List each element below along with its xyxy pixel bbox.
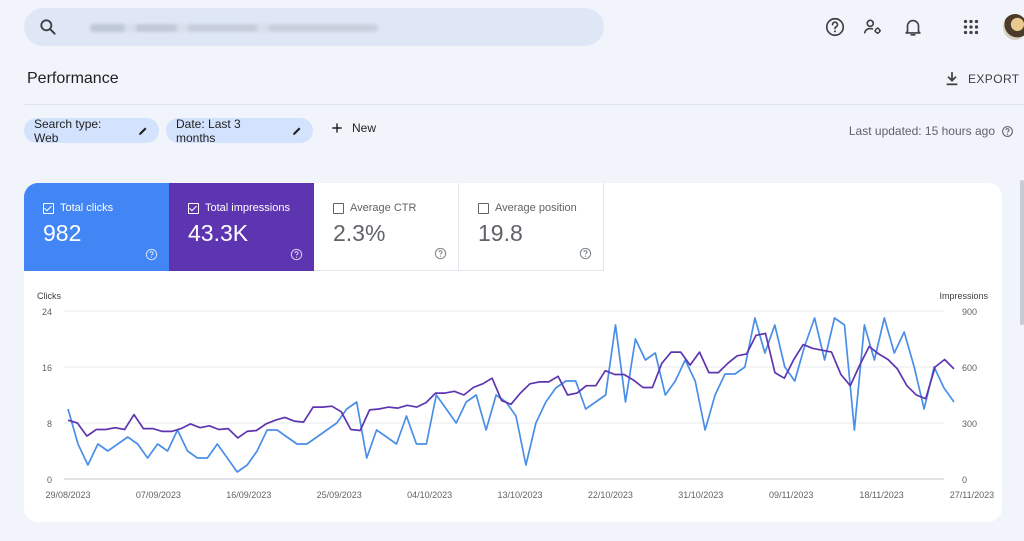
- series-line-impressions: [67, 332, 955, 439]
- y-tick-label-left: 8: [47, 419, 52, 429]
- right-axis-label: Impressions: [939, 291, 988, 301]
- x-tick-label: 09/11/2023: [769, 490, 813, 500]
- metric-label: Average position: [495, 202, 577, 214]
- series-line-clicks: [67, 317, 955, 473]
- metric-value: 2.3%: [333, 220, 386, 246]
- edit-icon: [293, 127, 301, 135]
- metric-label: Total clicks: [60, 202, 114, 214]
- x-tick-label: 27/11/2023: [950, 490, 994, 500]
- x-tick-label: 22/10/2023: [588, 490, 633, 500]
- divider: [24, 104, 1024, 105]
- metric-value: 982: [43, 220, 82, 246]
- metric-average-ctr[interactable]: Average CTR 2.3%: [314, 183, 459, 271]
- date-filter-chip[interactable]: Date: Last 3 months: [166, 116, 313, 145]
- metric-total-impressions[interactable]: Total impressions 43.3K: [169, 183, 314, 271]
- x-tick-label: 13/10/2023: [497, 490, 542, 500]
- apps-grid-icon[interactable]: [960, 16, 982, 38]
- x-tick-label: 29/08/2023: [45, 490, 90, 500]
- plus-icon: [332, 123, 342, 133]
- checkbox-checked-icon[interactable]: [188, 202, 199, 214]
- y-tick-label-right: 600: [962, 363, 977, 373]
- top-bar: [0, 0, 1024, 58]
- y-tick-label-left: 24: [42, 307, 52, 317]
- metric-label: Average CTR: [350, 202, 417, 214]
- edit-icon: [139, 127, 147, 135]
- x-tick-label: 25/09/2023: [317, 490, 362, 500]
- search-type-filter-chip[interactable]: Search type: Web: [24, 116, 159, 145]
- page-scrollbar[interactable]: [1020, 180, 1024, 325]
- help-icon[interactable]: [1001, 125, 1014, 138]
- metric-value: 19.8: [478, 220, 523, 246]
- y-tick-label-left: 0: [47, 475, 52, 485]
- search-icon: [40, 19, 56, 35]
- search-type-label: Search type: Web: [34, 116, 102, 145]
- last-updated-text: Last updated: 15 hours ago: [848, 124, 995, 138]
- x-tick-label: 31/10/2023: [678, 490, 723, 500]
- avatar[interactable]: [1003, 14, 1024, 40]
- date-label: Date: Last 3 months: [176, 116, 241, 145]
- left-axis-label: Clicks: [37, 291, 61, 301]
- metric-average-position[interactable]: Average position 19.8: [459, 183, 604, 271]
- notifications-icon[interactable]: [902, 16, 924, 38]
- export-button[interactable]: EXPORT: [944, 70, 1020, 88]
- checkbox-unchecked-icon[interactable]: [333, 202, 344, 214]
- new-label: New: [352, 121, 377, 135]
- metric-label: Total impressions: [205, 202, 290, 214]
- metric-value: 43.3K: [188, 220, 249, 246]
- help-icon[interactable]: [579, 247, 592, 260]
- manage-users-icon[interactable]: [862, 16, 884, 38]
- page-title: Performance: [27, 70, 119, 87]
- y-tick-label-right: 900: [962, 307, 977, 317]
- performance-card: Total clicks 982 Total impressions 43.3K…: [24, 183, 1002, 522]
- help-icon[interactable]: [824, 16, 846, 38]
- y-tick-label-right: 300: [962, 419, 977, 429]
- x-tick-label: 18/11/2023: [859, 490, 903, 500]
- x-tick-label: 04/10/2023: [407, 490, 452, 500]
- help-icon[interactable]: [290, 248, 303, 261]
- y-tick-label-left: 16: [42, 363, 52, 373]
- help-icon[interactable]: [145, 248, 158, 261]
- y-tick-label-right: 0: [962, 475, 967, 485]
- x-tick-label: 07/09/2023: [136, 490, 181, 500]
- help-icon[interactable]: [434, 247, 447, 260]
- x-tick-label: 16/09/2023: [226, 490, 271, 500]
- performance-chart[interactable]: 24 900 16 600 8 300 0 0 Clicks Impressions 29/08/2…: [24, 183, 1002, 522]
- search-query-redacted: [90, 24, 378, 32]
- last-updated: Last updated: 15 hours ago: [849, 124, 1014, 138]
- search-bar[interactable]: [24, 8, 604, 46]
- export-label: EXPORT: [968, 72, 1020, 86]
- checkbox-unchecked-icon[interactable]: [478, 202, 489, 214]
- new-filter-button[interactable]: New: [330, 121, 376, 135]
- metric-total-clicks[interactable]: Total clicks 982: [24, 183, 169, 271]
- checkbox-checked-icon[interactable]: [43, 202, 54, 214]
- download-icon: [946, 72, 958, 86]
